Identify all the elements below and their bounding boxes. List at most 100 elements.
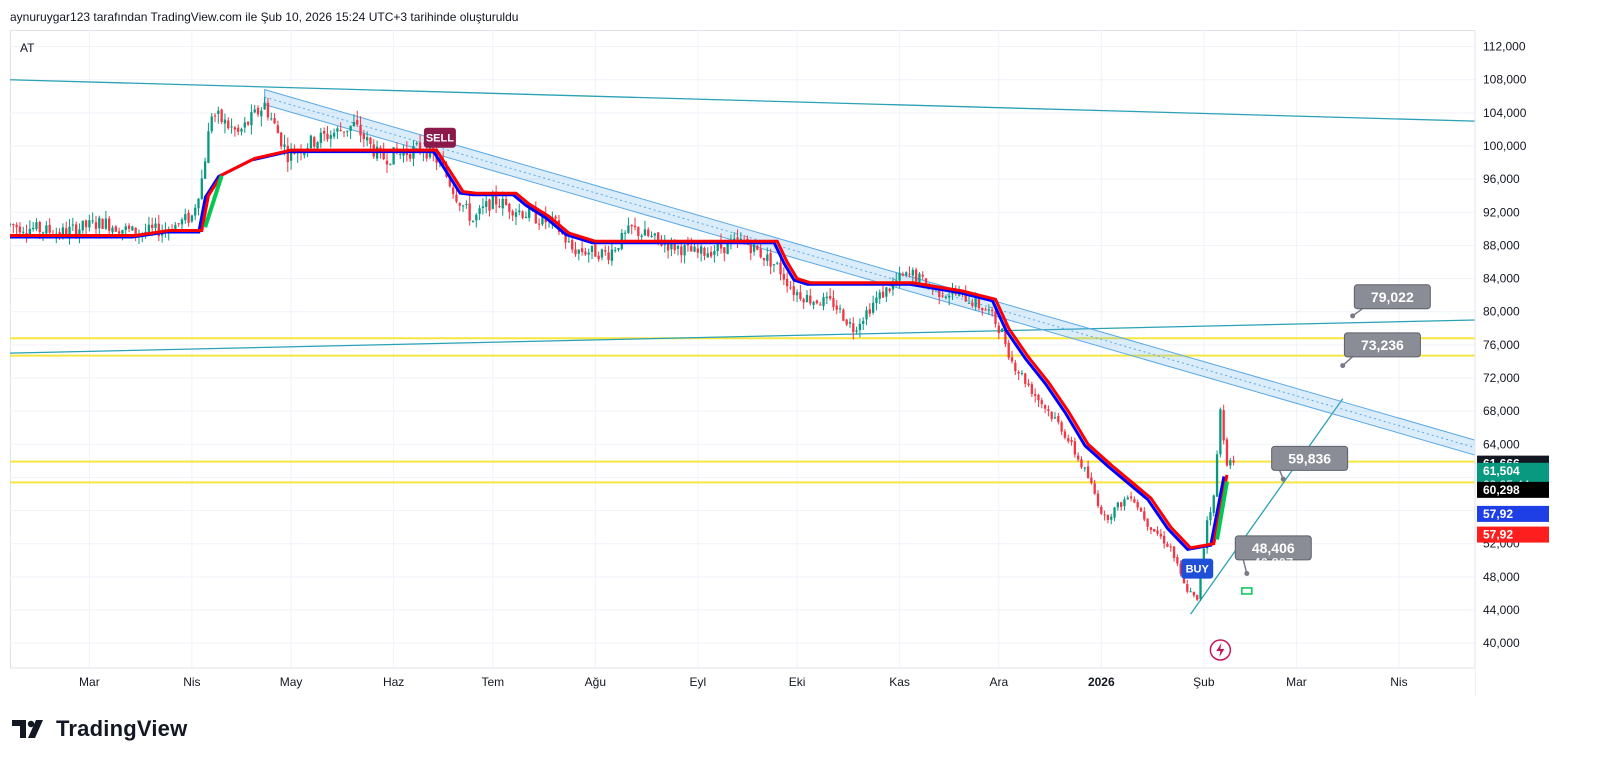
candle <box>451 184 455 199</box>
candle-body <box>600 249 604 258</box>
candle <box>326 125 329 142</box>
candle-body <box>465 203 468 205</box>
callout-box <box>1234 535 1312 561</box>
candle <box>1090 472 1093 485</box>
candle-body <box>425 149 428 159</box>
candle-body <box>832 298 835 307</box>
candle-body <box>1040 400 1043 405</box>
candle-body <box>1179 563 1182 574</box>
candle-body <box>918 273 921 283</box>
candle <box>1096 489 1100 508</box>
symbol-label: AT <box>20 41 35 55</box>
candle-body <box>41 232 45 234</box>
candle <box>633 217 637 231</box>
sell-signal: SELL <box>423 127 456 148</box>
candle-body <box>104 218 108 229</box>
candle-body <box>180 219 184 225</box>
candle <box>769 248 772 275</box>
y-tick-label: 76,000 <box>1483 338 1520 352</box>
candle <box>580 241 584 256</box>
candle <box>752 243 756 256</box>
candle <box>31 221 35 232</box>
callout-anchor-dot <box>1350 313 1356 319</box>
y-tick-label: 96,000 <box>1483 172 1520 186</box>
candle-body <box>802 299 805 303</box>
candle <box>1047 405 1050 417</box>
candle <box>187 209 190 227</box>
candle <box>835 299 838 315</box>
candle-body <box>227 120 230 129</box>
candle-body <box>891 282 895 290</box>
candle-body <box>15 224 18 228</box>
candle-body <box>690 246 693 252</box>
candle-body <box>789 287 792 289</box>
candle-body <box>944 296 948 298</box>
candle-body <box>878 292 881 299</box>
candle <box>1129 491 1133 502</box>
candle <box>703 246 706 261</box>
candle-body <box>461 205 465 207</box>
candle <box>815 299 819 305</box>
candle <box>349 125 352 139</box>
candle <box>78 223 81 244</box>
candle <box>127 223 131 233</box>
candle-body <box>921 274 924 277</box>
candle <box>971 298 974 309</box>
candle-body <box>475 214 478 221</box>
candle <box>858 318 862 338</box>
candle <box>650 231 653 238</box>
candle-body <box>713 251 716 255</box>
candle-body <box>352 122 356 127</box>
candle <box>828 288 832 301</box>
candle-body <box>528 208 531 218</box>
candle <box>597 251 600 262</box>
candle <box>1110 513 1113 525</box>
candle <box>240 127 243 136</box>
candle-body <box>408 154 412 159</box>
x-tick-label: Ağu <box>585 675 606 689</box>
buy-signal: BUY <box>1181 558 1214 579</box>
candle <box>792 278 795 302</box>
candle <box>594 243 597 257</box>
candle-body <box>31 227 35 230</box>
candle <box>286 137 289 172</box>
candle-body <box>577 249 580 254</box>
callout-box <box>1353 284 1431 310</box>
candle-body <box>243 122 246 128</box>
candle-body <box>91 220 94 222</box>
candle <box>346 130 349 137</box>
candle-body <box>1086 466 1090 478</box>
candle-body <box>637 227 640 236</box>
candle <box>1189 587 1192 593</box>
candle-body <box>994 311 997 324</box>
grid <box>10 30 1475 668</box>
candle <box>207 122 210 164</box>
candle <box>111 225 114 236</box>
y-tick-label: 112,000 <box>1483 40 1526 54</box>
candle-body <box>346 130 349 132</box>
candle-body <box>1057 416 1060 423</box>
candle-body <box>481 206 485 208</box>
candle <box>944 295 948 300</box>
candle-body <box>1139 508 1143 512</box>
candle <box>686 236 690 252</box>
candle-body <box>134 227 137 236</box>
candle <box>12 223 15 234</box>
candle <box>518 203 521 216</box>
candle-body <box>719 241 723 249</box>
y-tick-label: 100,000 <box>1483 139 1527 153</box>
candle-body <box>1229 460 1232 466</box>
supertrend-red-line <box>10 148 1229 550</box>
candle-body <box>772 264 776 266</box>
candle-body <box>1050 411 1053 419</box>
candle-body <box>574 249 577 255</box>
candle <box>190 214 194 223</box>
candle-body <box>1189 591 1192 593</box>
candle-body <box>709 251 713 257</box>
candle <box>885 287 888 302</box>
candle <box>266 97 270 121</box>
candle-body <box>359 125 362 136</box>
candle-body <box>792 286 795 295</box>
candle-body <box>647 229 650 237</box>
